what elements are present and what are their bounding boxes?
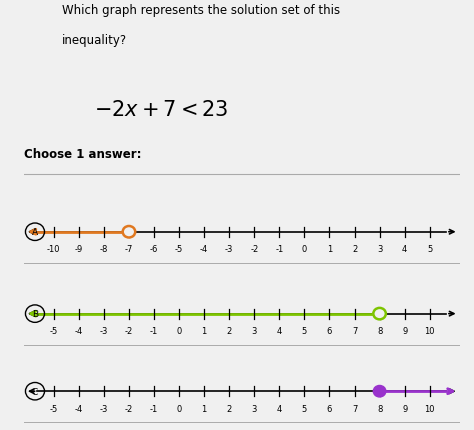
Text: 4: 4 — [402, 245, 407, 254]
Text: Choose 1 answer:: Choose 1 answer: — [24, 147, 141, 160]
Text: 2: 2 — [227, 326, 232, 335]
Text: 10: 10 — [424, 326, 435, 335]
Text: -10: -10 — [47, 245, 61, 254]
Text: 2: 2 — [227, 404, 232, 413]
Text: -4: -4 — [75, 326, 83, 335]
Text: 6: 6 — [327, 404, 332, 413]
Text: 0: 0 — [176, 326, 182, 335]
Circle shape — [123, 227, 135, 238]
Text: -2: -2 — [125, 404, 133, 413]
Text: 5: 5 — [302, 404, 307, 413]
Text: inequality?: inequality? — [62, 34, 127, 46]
Text: 5: 5 — [427, 245, 432, 254]
Text: -5: -5 — [50, 404, 58, 413]
Text: 5: 5 — [302, 326, 307, 335]
Text: 2: 2 — [352, 245, 357, 254]
Text: 4: 4 — [277, 404, 282, 413]
Text: 1: 1 — [201, 326, 207, 335]
Circle shape — [374, 386, 386, 397]
Text: 1: 1 — [327, 245, 332, 254]
Text: -3: -3 — [225, 245, 233, 254]
Text: -4: -4 — [75, 404, 83, 413]
Text: 3: 3 — [252, 404, 257, 413]
Text: 7: 7 — [352, 326, 357, 335]
Text: -7: -7 — [125, 245, 133, 254]
Text: 0: 0 — [176, 404, 182, 413]
Text: 3: 3 — [377, 245, 382, 254]
Text: $-2x + 7 < 23$: $-2x + 7 < 23$ — [94, 100, 228, 120]
Circle shape — [374, 308, 386, 319]
Text: -4: -4 — [200, 245, 208, 254]
Text: -6: -6 — [150, 245, 158, 254]
Text: 8: 8 — [377, 404, 382, 413]
Text: 9: 9 — [402, 326, 407, 335]
Text: 0: 0 — [302, 245, 307, 254]
Text: Which graph represents the solution set of this: Which graph represents the solution set … — [62, 4, 340, 17]
Text: -8: -8 — [100, 245, 108, 254]
Text: -2: -2 — [250, 245, 258, 254]
Text: B: B — [32, 310, 38, 318]
Text: 4: 4 — [277, 326, 282, 335]
Text: 6: 6 — [327, 326, 332, 335]
Text: -9: -9 — [75, 245, 83, 254]
Text: 7: 7 — [352, 404, 357, 413]
Text: -5: -5 — [50, 326, 58, 335]
Text: -1: -1 — [150, 404, 158, 413]
Text: 9: 9 — [402, 404, 407, 413]
Text: -2: -2 — [125, 326, 133, 335]
Text: 10: 10 — [424, 404, 435, 413]
Text: -1: -1 — [275, 245, 283, 254]
Text: A: A — [32, 228, 38, 236]
Text: -3: -3 — [100, 326, 108, 335]
Text: -5: -5 — [175, 245, 183, 254]
Text: C: C — [32, 387, 38, 396]
Text: -1: -1 — [150, 326, 158, 335]
Text: 3: 3 — [252, 326, 257, 335]
Text: 1: 1 — [201, 404, 207, 413]
Text: 8: 8 — [377, 326, 382, 335]
Text: -3: -3 — [100, 404, 108, 413]
